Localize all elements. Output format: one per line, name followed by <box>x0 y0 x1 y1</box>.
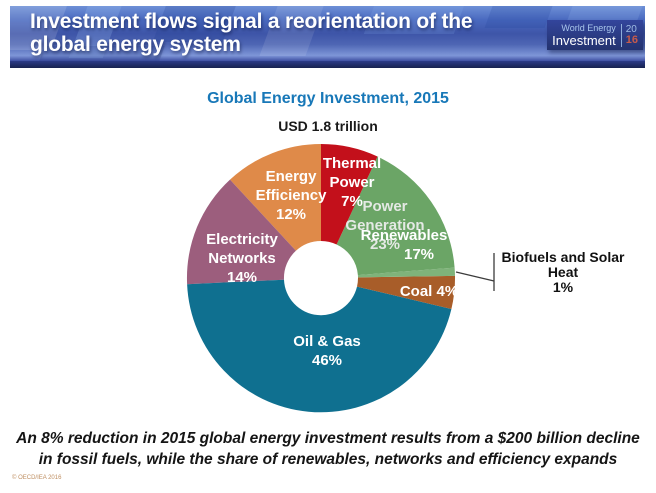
pie-segment-electricity-networks <box>186 179 296 285</box>
pie-segment-energy-efficiency <box>230 143 321 251</box>
label-renewables: Renewables 17% <box>360 227 448 263</box>
takeaway-line2: in fossil fuels, while the share of rene… <box>38 451 618 468</box>
pie-segment-coal <box>357 275 456 309</box>
takeaway-line1: An 8% reduction in 2015 global energy in… <box>16 430 640 447</box>
slide-title-line2: global energy system <box>30 33 241 56</box>
copyright-notice: © OECD/IEA 2016 <box>12 475 62 481</box>
takeaway-text: An 8% reduction in 2015 global energy in… <box>0 428 656 470</box>
pie-segment-biofuels-and-solar-heat <box>357 267 455 278</box>
label-energy-efficiency: Energy Efficiency 12% <box>255 168 327 223</box>
pie-segment-renewables <box>336 156 455 276</box>
logo-year-bottom: 16 <box>625 33 638 46</box>
label-oil-and-gas: Oil & Gas 46% <box>293 333 361 369</box>
label-biofuels-solar-heat: Biofuels and Solar Heat 1% <box>501 249 625 295</box>
callout-line <box>455 253 495 291</box>
world-energy-investment-logo: World Energy Investment 20 16 <box>547 20 643 50</box>
slide-title: Investment flows signal a reorientation … <box>30 10 473 56</box>
slide-title-line1: Investment flows signal a reorientation … <box>30 10 473 33</box>
label-coal: Coal 4% <box>399 283 459 300</box>
pie-segment-thermal-power <box>321 144 378 245</box>
label-thermal-power: Thermal Power 7% <box>322 155 382 210</box>
label-power-generation-overlay: Power Generation 23% <box>345 198 425 253</box>
logo-year: 20 16 <box>620 23 643 47</box>
header-bottom-bar <box>10 61 645 68</box>
slide-header: Investment flows signal a reorientation … <box>10 6 645 68</box>
logo-brand-top: World Energy <box>561 22 616 33</box>
logo-year-top: 20 <box>625 23 637 35</box>
pie-segment-oil-gas <box>187 279 452 413</box>
chart-subtitle: USD 1.8 trillion <box>278 118 378 134</box>
label-electricity-networks: Electricity Networks 14% <box>206 231 278 286</box>
logo-brand: World Energy Investment <box>552 22 621 48</box>
logo-brand-bottom: Investment <box>552 32 616 48</box>
chart-title: Global Energy Investment, 2015 <box>207 90 449 107</box>
